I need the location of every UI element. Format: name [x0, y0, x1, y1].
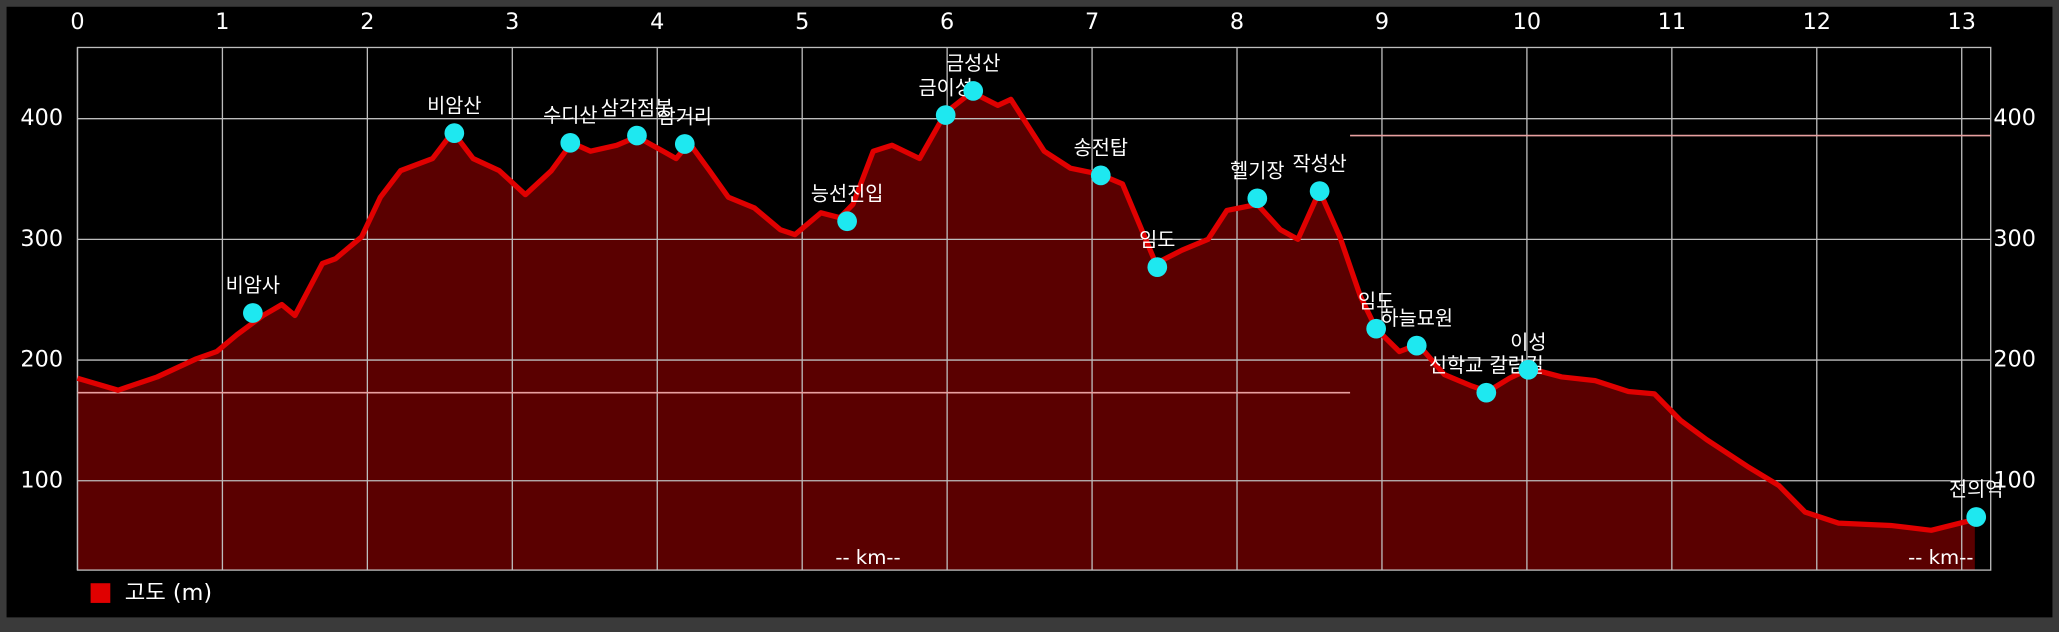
waypoint-marker [935, 105, 956, 125]
plot-border [76, 46, 1992, 571]
x-tick-label: 9 [1375, 9, 1389, 35]
x-tick-label: 0 [70, 9, 84, 35]
x-tick-label: 8 [1230, 9, 1244, 35]
waypoint-label: 비암산 [427, 94, 481, 117]
x-tick-label: 1 [215, 9, 229, 35]
x-tick-label: 2 [360, 9, 374, 35]
legend-swatch [90, 583, 111, 603]
waypoint-marker [674, 134, 695, 154]
x-tick-label: 12 [1803, 9, 1831, 35]
x-axis-label: -- km-- [835, 546, 900, 569]
x-tick-label: 3 [505, 9, 519, 35]
waypoint-marker [1147, 257, 1168, 277]
waypoint-marker [963, 81, 984, 101]
waypoint-marker [1247, 188, 1268, 209]
elevation-area [77, 92, 1975, 571]
y-tick-label: 300 [20, 226, 63, 252]
waypoint-label: 헬기장 [1230, 160, 1284, 183]
waypoint-label: 전의역 [1949, 478, 2003, 501]
waypoint-label: 능선진입 [811, 183, 883, 206]
waypoint-marker [1476, 382, 1497, 403]
waypoint-label: 하늘묘원 [1381, 307, 1453, 330]
x-tick-label: 4 [650, 9, 664, 35]
x-tick-label: 11 [1658, 9, 1686, 35]
waypoint-label: 이성 [1510, 331, 1546, 354]
y2-tick-label: 300 [1993, 226, 2036, 252]
y2-tick-label: 400 [1993, 105, 2036, 131]
waypoint-marker [627, 125, 647, 146]
y-tick-label: 400 [20, 105, 63, 131]
y-tick-label: 200 [20, 347, 63, 373]
x-tick-label: 6 [940, 9, 954, 35]
waypoint-marker [560, 132, 581, 153]
waypoint-label: 작성산 [1292, 152, 1346, 175]
waypoint-label: 신학교 갈림길 [1429, 354, 1544, 377]
waypoint-marker [1090, 165, 1111, 186]
waypoint-label: 금성산 [946, 52, 1000, 75]
waypoint-marker [837, 211, 857, 232]
waypoint-marker [243, 303, 263, 323]
x-tick-label: 7 [1085, 9, 1099, 35]
waypoint-marker [1309, 181, 1330, 201]
waypoint-label: 수디산 [543, 104, 597, 127]
waypoint-marker [1366, 318, 1387, 339]
x-tick-label: 10 [1513, 9, 1541, 35]
x-tick-label: 5 [795, 9, 809, 35]
waypoint-label: 삼거리 [658, 105, 712, 128]
waypoint-label: 임도 [1358, 290, 1394, 313]
waypoint-marker [1518, 359, 1539, 380]
legend-label: 고도 (m) [125, 580, 212, 606]
x-axis-label: -- km-- [1908, 546, 1973, 569]
x-tick-label: 13 [1948, 9, 1976, 35]
waypoint-label: 비암사 [226, 274, 280, 297]
waypoint-label: 송전탑 [1074, 137, 1128, 160]
y2-tick-label: 200 [1993, 347, 2036, 373]
y2-tick-label: 100 [1993, 467, 2036, 493]
waypoint-marker [1966, 507, 1987, 527]
y-tick-label: 100 [20, 467, 63, 493]
waypoint-marker [444, 123, 465, 144]
waypoint-label: 임도 [1139, 228, 1175, 251]
waypoint-label: 금이성 [919, 76, 973, 99]
waypoint-label: 삼각점봉 [601, 97, 673, 120]
waypoint-marker [1406, 335, 1427, 356]
